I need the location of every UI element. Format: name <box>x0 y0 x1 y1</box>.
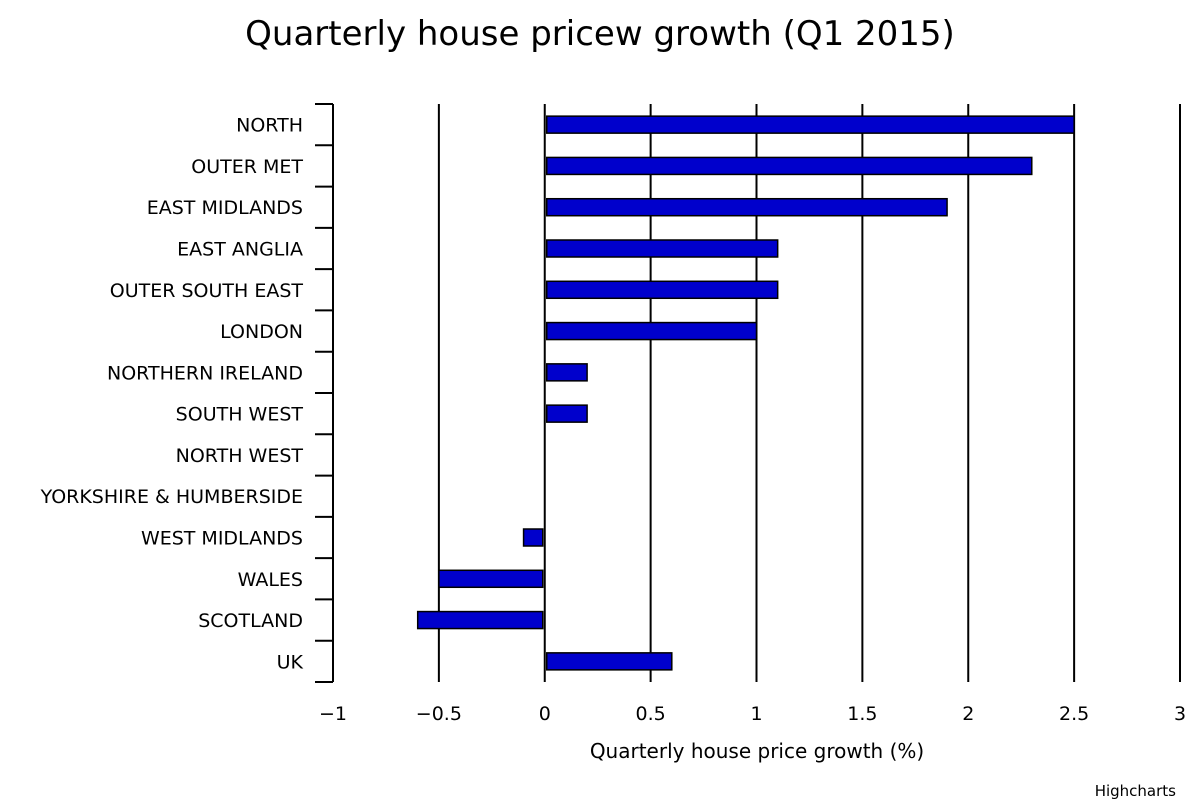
category-label: NORTHERN IRELAND <box>107 362 303 384</box>
bar[interactable] <box>546 197 948 217</box>
category-label: WEST MIDLANDS <box>141 528 303 550</box>
category-label: OUTER MET <box>191 156 303 178</box>
x-tick-label: −1 <box>319 703 347 725</box>
category-label: EAST MIDLANDS <box>147 197 303 219</box>
category-label: WALES <box>238 569 303 591</box>
category-label: EAST ANGLIA <box>177 239 303 261</box>
bar[interactable] <box>546 115 1075 134</box>
category-label: OUTER SOUTH EAST <box>110 280 304 302</box>
category-label: SOUTH WEST <box>176 404 304 426</box>
bar-series <box>416 115 1075 671</box>
grid-lines <box>437 104 1181 682</box>
x-tick-label: 2 <box>962 703 974 725</box>
category-labels: NORTH OUTER MET EAST MIDLANDS EAST ANGLIA OU… <box>40 115 304 674</box>
category-label: NORTH <box>236 115 303 137</box>
bar[interactable] <box>546 239 779 258</box>
bar[interactable] <box>546 280 779 300</box>
bar[interactable] <box>438 569 544 589</box>
credits-link[interactable]: Highcharts <box>1094 782 1176 800</box>
x-tick-label: 0.5 <box>636 703 666 725</box>
category-label: LONDON <box>220 321 303 343</box>
bar[interactable] <box>546 321 758 341</box>
chart-title: Quarterly house pricew growth (Q1 2015) <box>245 14 955 54</box>
x-tick-label: 2.5 <box>1059 703 1089 725</box>
bar[interactable] <box>546 156 1033 176</box>
x-tick-label: 1.5 <box>847 703 877 725</box>
bar[interactable] <box>546 652 673 671</box>
category-axis <box>315 103 334 683</box>
bar[interactable] <box>416 610 544 630</box>
x-axis-title: Quarterly house price growth (%) <box>590 739 924 763</box>
category-label: YORKSHIRE & HUMBERSIDE <box>40 486 303 508</box>
category-label: NORTH WEST <box>176 445 304 467</box>
value-axis-ticks: −1 −0.5 0 0.5 1 1.5 2 2.5 3 <box>319 703 1186 725</box>
bar[interactable] <box>522 528 544 547</box>
bar[interactable] <box>546 404 588 423</box>
x-tick-label: 0 <box>539 703 551 725</box>
category-label: SCOTLAND <box>198 610 303 632</box>
x-tick-label: 3 <box>1174 703 1186 725</box>
x-tick-label: 1 <box>750 703 762 725</box>
x-tick-label: −0.5 <box>416 703 462 725</box>
bar[interactable] <box>546 363 588 382</box>
category-label: UK <box>277 651 304 673</box>
